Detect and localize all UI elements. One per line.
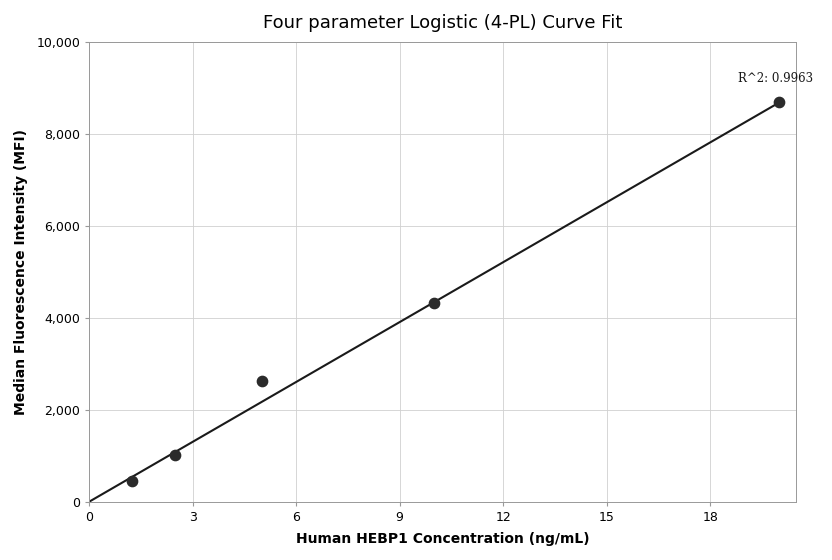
Point [169,450,182,459]
Y-axis label: Median Fluorescence Intensity (MFI): Median Fluorescence Intensity (MFI) [14,129,28,415]
Title: Four parameter Logistic (4-PL) Curve Fit: Four parameter Logistic (4-PL) Curve Fit [263,14,622,32]
Point [428,298,441,307]
X-axis label: Human HEBP1 Concentration (ng/mL): Human HEBP1 Concentration (ng/mL) [296,532,590,546]
Point [773,98,786,107]
Text: R^2: 0.9963: R^2: 0.9963 [738,72,813,86]
Point [255,377,268,386]
Point [126,477,139,486]
